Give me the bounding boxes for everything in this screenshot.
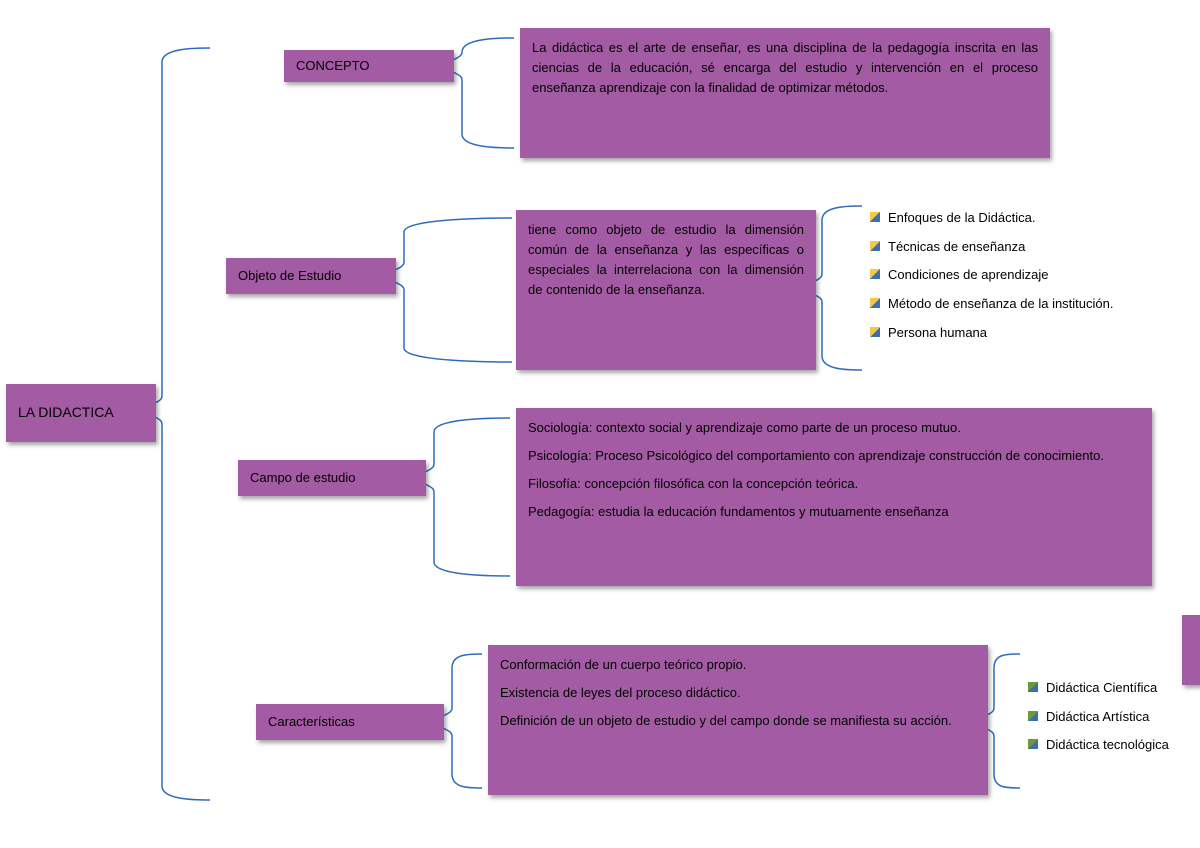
caracteristicas-body-line-1: Existencia de leyes del proceso didáctic… [500, 683, 976, 703]
bracket-objeto-link [390, 218, 512, 362]
bullet-icon [870, 298, 880, 308]
objeto-list-item-2: Condiciones de aprendizaje [870, 261, 1170, 290]
caracteristicas-list-item-1: Didáctica Artística [1028, 703, 1196, 732]
concepto-label: CONCEPTO [296, 56, 369, 76]
concepto-body-text: La didáctica es el arte de enseñar, es u… [532, 38, 1038, 98]
campo-body-line-2: Filosofía: concepción filosófica con la … [528, 474, 1140, 494]
caracteristicas-label: Características [268, 712, 355, 732]
objeto-list-item-text-4: Persona humana [888, 321, 1170, 346]
root-node: LA DIDACTICA [6, 384, 156, 442]
objeto-list-item-text-1: Técnicas de enseñanza [888, 235, 1170, 260]
campo-label: Campo de estudio [250, 468, 356, 488]
caracteristicas-label-box: Características [256, 704, 444, 740]
bracket-root-out [148, 48, 210, 800]
bullet-icon [870, 269, 880, 279]
objeto-list-item-0: Enfoques de la Didáctica. [870, 204, 1170, 233]
bullet-icon [1028, 682, 1038, 692]
caracteristicas-body-line-2: Definición de un objeto de estudio y del… [500, 711, 976, 731]
objeto-list-item-3: Método de enseñanza de la institución. [870, 290, 1170, 319]
caracteristicas-list-item-text-1: Didáctica Artística [1046, 705, 1196, 730]
objeto-list-item-text-2: Condiciones de aprendizaje [888, 263, 1170, 288]
caracteristicas-tail-box [1182, 615, 1200, 685]
campo-body-line-0: Sociología: contexto social y aprendizaj… [528, 418, 1140, 438]
caracteristicas-list-item-0: Didáctica Científica [1028, 674, 1196, 703]
concepto-body-box: La didáctica es el arte de enseñar, es u… [520, 28, 1050, 158]
objeto-list-item-text-0: Enfoques de la Didáctica. [888, 206, 1170, 231]
campo-body-line-3: Pedagogía: estudia la educación fundamen… [528, 502, 1140, 522]
objeto-body-box: tiene como objeto de estudio la dimensió… [516, 210, 816, 370]
caracteristicas-list-box: Didáctica Científica Didáctica Artística D… [1028, 668, 1196, 798]
concepto-label-box: CONCEPTO [284, 50, 454, 82]
root-label: LA DIDACTICA [18, 402, 114, 424]
bullet-icon [1028, 739, 1038, 749]
campo-label-box: Campo de estudio [238, 460, 426, 496]
bullet-icon [870, 241, 880, 251]
caracteristicas-body-box: Conformación de un cuerpo teórico propio… [488, 645, 988, 795]
objeto-list-box: Enfoques de la Didáctica. Técnicas de ens… [870, 198, 1170, 378]
campo-body-box: Sociología: contexto social y aprendizaj… [516, 408, 1152, 586]
bracket-objeto-out [808, 206, 862, 370]
campo-body-line-1: Psicología: Proceso Psicológico del comp… [528, 446, 1140, 466]
caracteristicas-list-item-text-0: Didáctica Científica [1046, 676, 1196, 701]
bullet-icon [870, 327, 880, 337]
objeto-label: Objeto de Estudio [238, 266, 341, 286]
objeto-list-item-1: Técnicas de enseñanza [870, 233, 1170, 262]
caracteristicas-body-line-0: Conformación de un cuerpo teórico propio… [500, 655, 976, 675]
objeto-list-item-text-3: Método de enseñanza de la institución. [888, 292, 1170, 317]
objeto-label-box: Objeto de Estudio [226, 258, 396, 294]
caracteristicas-list-item-text-2: Didáctica tecnológica [1046, 733, 1196, 758]
bracket-carac-link [438, 654, 482, 788]
bullet-icon [1028, 711, 1038, 721]
caracteristicas-list-item-2: Didáctica tecnológica [1028, 731, 1196, 760]
bullet-icon [870, 212, 880, 222]
bracket-campo-link [420, 418, 510, 576]
objeto-list-item-4: Persona humana [870, 319, 1170, 348]
objeto-body-text: tiene como objeto de estudio la dimensió… [528, 220, 804, 301]
bracket-concepto-link [448, 38, 514, 148]
